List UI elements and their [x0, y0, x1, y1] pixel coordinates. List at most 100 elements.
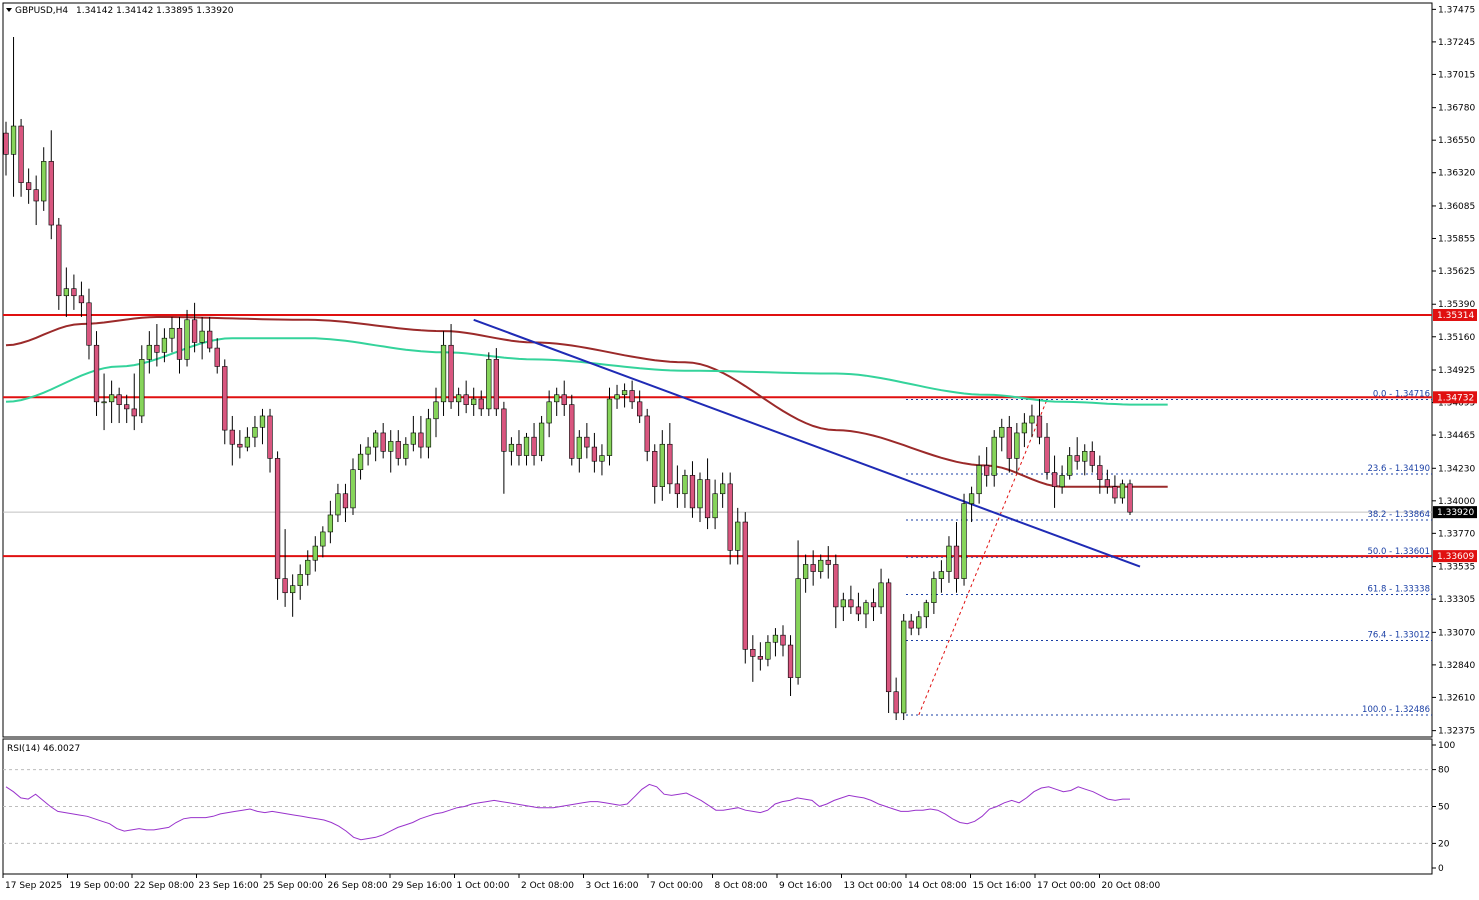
candle-body [199, 330, 205, 343]
price-label-box [1433, 308, 1477, 321]
candle-body [968, 493, 975, 504]
candle-body [946, 545, 952, 572]
candle-body [893, 691, 899, 714]
candle [312, 536, 318, 572]
candle [878, 568, 884, 614]
candle [712, 479, 718, 530]
candle [440, 331, 447, 416]
candle-body [659, 443, 665, 487]
candle [931, 571, 937, 614]
candle-body [750, 649, 756, 657]
candle-body [878, 582, 884, 608]
candle [199, 316, 205, 360]
candle-body [18, 125, 24, 183]
candle-body [863, 602, 869, 615]
candle-body [916, 616, 922, 629]
candle [938, 560, 945, 593]
candle-body [101, 401, 107, 404]
candle-body [667, 443, 673, 485]
candle [1006, 415, 1012, 473]
candle-body [1082, 451, 1088, 462]
candle-body [1127, 483, 1133, 513]
candle [418, 415, 424, 459]
candle [991, 430, 997, 487]
candle-body [501, 408, 507, 452]
candle-body [493, 359, 499, 410]
time-tick-label: 13 Oct 00:00 [844, 881, 903, 891]
candle [704, 458, 711, 530]
candle-body [471, 398, 477, 405]
candle-body [931, 578, 937, 603]
candle-body [169, 327, 175, 339]
candles[interactable] [3, 36, 1133, 721]
candle [207, 316, 213, 353]
price-tick-label: 1.32840 [1438, 661, 1475, 671]
candle [1104, 469, 1111, 494]
candle-body [1044, 436, 1050, 473]
candle [161, 328, 168, 363]
candle [395, 430, 401, 466]
candle [689, 461, 696, 518]
candle-body [184, 319, 190, 360]
candle [652, 444, 658, 504]
symbol-timeframe: GBPUSD,H4 [15, 6, 68, 16]
fib-level-label: 100.0 - 1.32486 [1362, 705, 1430, 715]
candle [56, 217, 62, 310]
candle [780, 625, 786, 657]
candle [486, 352, 492, 416]
candle-body [350, 469, 356, 509]
candle [833, 554, 839, 629]
time-tick-label: 26 Sep 08:00 [328, 881, 388, 891]
price-tick-label: 1.36320 [1438, 169, 1475, 179]
candle-body [146, 344, 152, 360]
candle-body [161, 337, 168, 353]
candle-body [237, 443, 243, 448]
candle-body [455, 394, 462, 403]
candle [757, 642, 764, 671]
candle [335, 483, 341, 523]
candle-body [10, 125, 17, 155]
ma-slow-line [5, 316, 1168, 488]
candle [787, 635, 794, 696]
candle [229, 415, 235, 466]
candle [139, 345, 145, 424]
candle-body [357, 453, 364, 471]
price-axis: 1.37475 1.37245 1.37015 1.36780 1.36550 1.363… [1432, 5, 1477, 737]
dropdown-triangle-icon[interactable] [6, 8, 12, 12]
fibonacci-levels: 0.0 - 1.34716 23.6 - 1.34190 38.2 - 1.3386… [906, 390, 1432, 716]
candle [1044, 423, 1050, 480]
candle-body [772, 634, 779, 643]
candle-body [591, 446, 598, 462]
price-label-text: 1.34732 [1437, 393, 1474, 403]
candle-body [214, 347, 220, 367]
candle-body [365, 446, 371, 455]
candle-body [652, 451, 658, 487]
candle-body [1006, 426, 1012, 459]
candle-body [448, 344, 454, 403]
candle-body [1014, 432, 1020, 459]
candle [848, 585, 854, 614]
candle [1067, 447, 1073, 480]
candle-body [961, 503, 967, 579]
candle-body [848, 599, 854, 608]
candle [222, 359, 228, 445]
candle-body [154, 344, 160, 353]
candle-body [1051, 472, 1058, 487]
candle-body [682, 475, 688, 495]
candle [131, 373, 137, 431]
candle [599, 444, 605, 476]
candle-body [999, 426, 1005, 438]
candle [1074, 437, 1080, 470]
candle [637, 390, 643, 424]
time-tick-label: 17 Sep 2025 [5, 881, 62, 891]
candle [644, 408, 650, 462]
candle-body [425, 418, 432, 448]
time-tick-label: 29 Sep 16:00 [392, 881, 452, 891]
candle-body [976, 465, 982, 495]
candle-body [1029, 415, 1035, 424]
candle [629, 380, 635, 409]
candle-body [516, 443, 522, 456]
candle [237, 430, 243, 459]
candle-body [1097, 465, 1103, 480]
fib-level-label: 50.0 - 1.33601 [1367, 547, 1430, 557]
